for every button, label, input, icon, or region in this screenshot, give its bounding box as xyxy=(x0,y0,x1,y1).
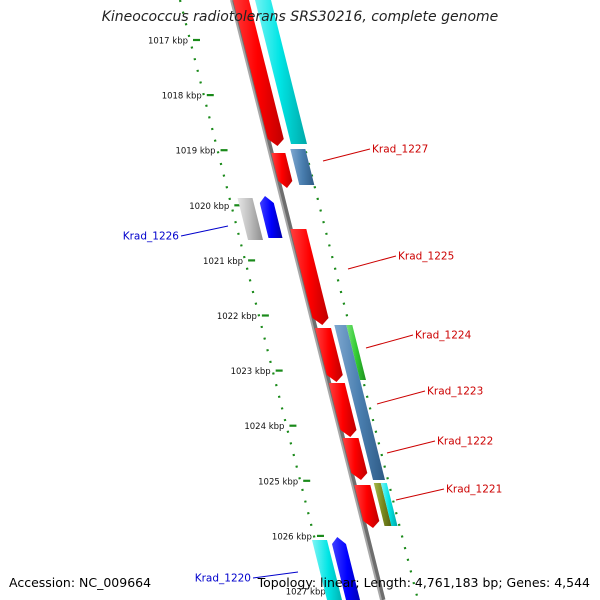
kbp-tick-label: 1023 kbp xyxy=(231,367,271,377)
genome-backbone-shadow xyxy=(230,0,386,600)
gene-label[interactable]: Krad_1223 xyxy=(427,386,483,398)
gene-callout-line xyxy=(365,334,414,349)
gene-feature-arrow[interactable] xyxy=(290,229,329,325)
gene-feature-arrow[interactable] xyxy=(332,537,363,600)
kbp-tick-label: 1019 kbp xyxy=(175,147,215,157)
gene-feature-arrow[interactable] xyxy=(290,149,315,185)
kbp-tick-label: 1027 kbp xyxy=(286,588,326,598)
gene-feature-arrow[interactable] xyxy=(237,198,264,240)
gene-feature-arrow[interactable] xyxy=(253,0,308,144)
kbp-tick-label: 1024 kbp xyxy=(244,422,284,432)
gene-feature-arrow[interactable] xyxy=(342,438,368,480)
gene-feature-arrow[interactable] xyxy=(315,328,343,382)
gene-feature-arrow[interactable] xyxy=(259,196,283,238)
gene-label[interactable]: Krad_1221 xyxy=(446,484,502,496)
gene-feature-arrow[interactable] xyxy=(346,325,366,380)
gene-label[interactable]: Krad_1225 xyxy=(398,251,454,263)
gene-callout-line xyxy=(347,255,397,270)
gene-callout-line xyxy=(252,571,299,579)
gene-feature-arrow[interactable] xyxy=(334,325,385,480)
gene-feature-arrow[interactable] xyxy=(328,383,357,437)
kbp-tick-label: 1018 kbp xyxy=(162,92,202,102)
gene-feature-arrow[interactable] xyxy=(271,153,293,188)
gene-feature-arrow[interactable] xyxy=(373,483,392,526)
gene-label[interactable]: Krad_1222 xyxy=(437,436,493,448)
gene-callout-line xyxy=(180,225,229,237)
gene-feature-arrow[interactable] xyxy=(380,483,398,526)
kbp-tick-label: 1017 kbp xyxy=(148,37,188,47)
kbp-tick-label: 1022 kbp xyxy=(217,312,257,322)
gene-label[interactable]: Krad_1220 xyxy=(195,573,251,585)
genome-summary-text: Topology: linear; Length: 4,761,183 bp; … xyxy=(257,575,590,590)
kbp-tick-label: 1026 kbp xyxy=(272,532,312,542)
accession-text: Accession: NC_009664 xyxy=(9,575,152,590)
gene-label[interactable]: Krad_1224 xyxy=(415,330,472,342)
gene-callout-line xyxy=(386,440,436,454)
kbp-tick-label: 1020 kbp xyxy=(189,202,229,212)
gene-label[interactable]: Krad_1226 xyxy=(123,231,180,243)
gene-callout-line xyxy=(322,148,371,162)
gene-callout-line xyxy=(395,488,445,501)
kbp-tick-label: 1025 kbp xyxy=(258,477,298,487)
gene-feature-arrow[interactable] xyxy=(354,485,380,528)
kbp-tick-label: 1021 kbp xyxy=(203,257,243,267)
gene-feature-arrow[interactable] xyxy=(231,0,284,146)
gene-label[interactable]: Krad_1227 xyxy=(372,144,428,156)
genome-backbone xyxy=(230,0,382,600)
gene-feature-arrow[interactable] xyxy=(312,540,345,600)
gene-callout-line xyxy=(376,390,426,405)
map-title: Kineococcus radiotolerans SRS30216, comp… xyxy=(101,9,499,25)
